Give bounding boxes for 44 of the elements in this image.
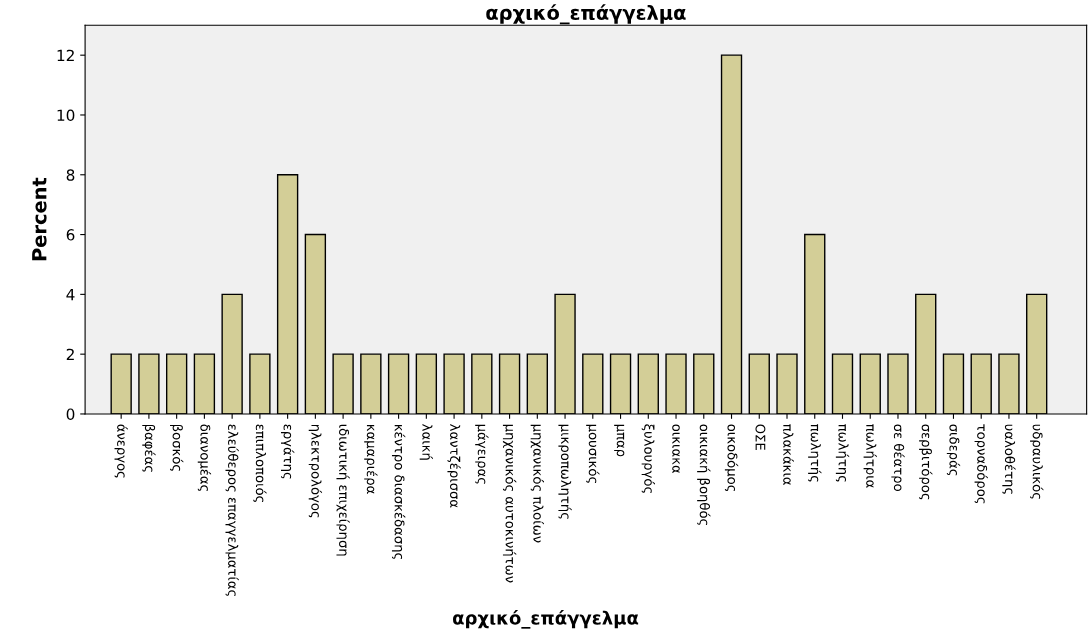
x-tick-label: μάγειρας xyxy=(475,424,489,484)
x-tick-label: σιδεράς xyxy=(946,424,961,476)
x-tick-label: ξυλουργός xyxy=(641,424,655,493)
x-tick-label: καμαριέρα xyxy=(364,424,378,494)
x-axis-title: αρχικό_επάγγελμα xyxy=(452,609,639,629)
x-tick-label: τορναδόρος xyxy=(974,424,988,504)
x-tick-label: πωλήτρια xyxy=(863,424,877,488)
x-tick-label: άνεργος xyxy=(114,424,128,478)
x-tick-label: ηλεκτρολόγος xyxy=(308,424,323,518)
x-tick-label: μουσικός xyxy=(586,424,600,483)
x-tick-label: σε θέατρο xyxy=(891,424,905,491)
x-tick-label: υδραυλικός xyxy=(1030,424,1044,499)
y-tick-label: 2 xyxy=(66,348,74,360)
x-tick-label: ΟΣΕ xyxy=(755,424,766,450)
x-tick-label: μηχανικός πλοίων xyxy=(530,424,544,543)
y-tick-label: 10 xyxy=(57,109,75,121)
x-tick-label: επιπλοποιός xyxy=(253,424,267,503)
x-tick-label: πλακάκια xyxy=(783,424,794,485)
x-tick-label: οικοδόμος xyxy=(724,424,739,492)
x-tick-label: λαική xyxy=(419,424,433,460)
x-tick-label: υαλοθέτης xyxy=(1002,424,1016,494)
x-tick-label: μηχανικός αυτοκινήτων xyxy=(502,424,517,583)
x-tick-label: οικιακα xyxy=(672,424,680,473)
x-tick-label: κέντρο διασκέδασης xyxy=(391,424,406,559)
x-tick-label: πωλήτης xyxy=(835,424,850,482)
x-tick-label: βαφέας xyxy=(142,424,156,472)
x-tick-label: οικιακή βοηθός xyxy=(697,424,711,525)
y-tick-label: 0 xyxy=(66,408,75,420)
x-tick-label: εργάτης xyxy=(280,424,295,479)
x-tick-label: βοσκός xyxy=(169,424,184,471)
y-tick-label: 6 xyxy=(66,229,75,241)
x-tick-label: μικροπωλητής xyxy=(558,424,572,519)
y-tick-label: 12 xyxy=(57,49,74,61)
y-tick-label: 4 xyxy=(66,289,75,301)
y-axis-title: Percent xyxy=(32,177,47,261)
x-tick-label: πωλητής xyxy=(808,424,822,482)
chart-title: αρχικό_επάγγελμα xyxy=(486,4,686,25)
y-tick-label: 8 xyxy=(66,169,75,181)
x-tick-label: ιδιωτική επιχείρηση xyxy=(336,424,350,556)
x-tick-label: σερβιτόρος xyxy=(919,424,933,500)
x-tick-label: διανομέας xyxy=(197,424,212,492)
x-tick-label: μπαρ xyxy=(614,424,625,457)
x-tick-label: λαντζέρισσα xyxy=(447,424,461,508)
x-tick-label: ελεύθερος επαγγελματίας xyxy=(225,424,239,596)
